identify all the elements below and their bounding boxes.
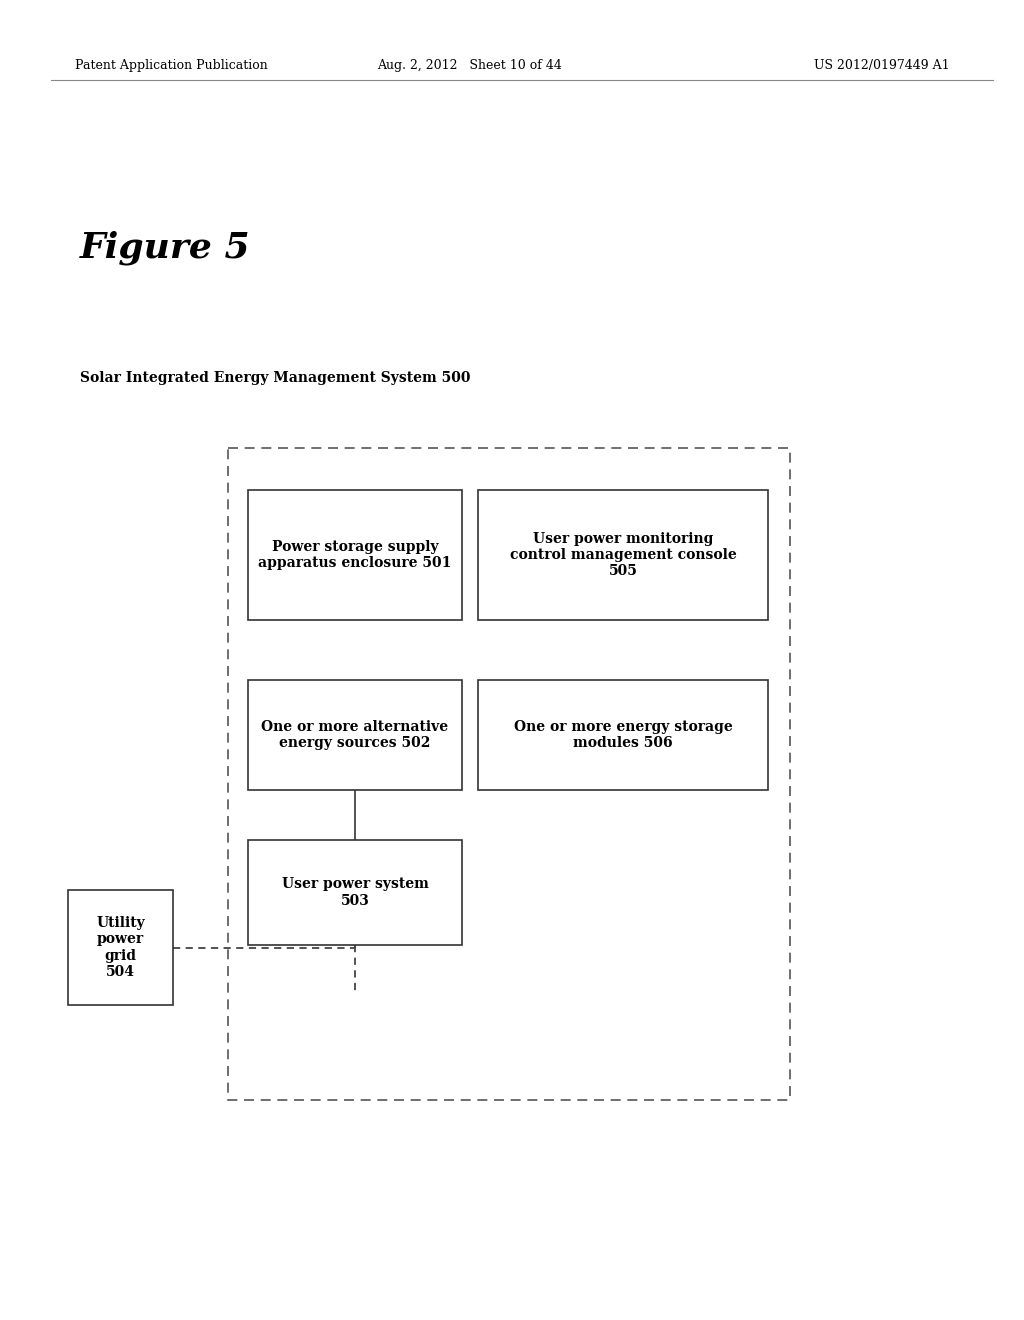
- Text: Aug. 2, 2012   Sheet 10 of 44: Aug. 2, 2012 Sheet 10 of 44: [378, 58, 562, 71]
- Bar: [248, 840, 462, 945]
- Text: User power monitoring
control management console
505: User power monitoring control management…: [510, 532, 736, 578]
- Text: User power system
503: User power system 503: [282, 878, 428, 908]
- Bar: [248, 490, 462, 620]
- Bar: [228, 447, 790, 1100]
- Text: Figure 5: Figure 5: [80, 231, 251, 265]
- Bar: [68, 890, 173, 1005]
- Text: Solar Integrated Energy Management System 500: Solar Integrated Energy Management Syste…: [80, 371, 470, 385]
- Text: One or more alternative
energy sources 502: One or more alternative energy sources 5…: [261, 719, 449, 750]
- Bar: [248, 680, 462, 789]
- Text: Power storage supply
apparatus enclosure 501: Power storage supply apparatus enclosure…: [258, 540, 452, 570]
- Text: Utility
power
grid
504: Utility power grid 504: [96, 916, 144, 979]
- Bar: [478, 490, 768, 620]
- Text: Patent Application Publication: Patent Application Publication: [75, 58, 267, 71]
- Bar: [478, 680, 768, 789]
- Text: One or more energy storage
modules 506: One or more energy storage modules 506: [514, 719, 732, 750]
- Text: US 2012/0197449 A1: US 2012/0197449 A1: [814, 58, 950, 71]
